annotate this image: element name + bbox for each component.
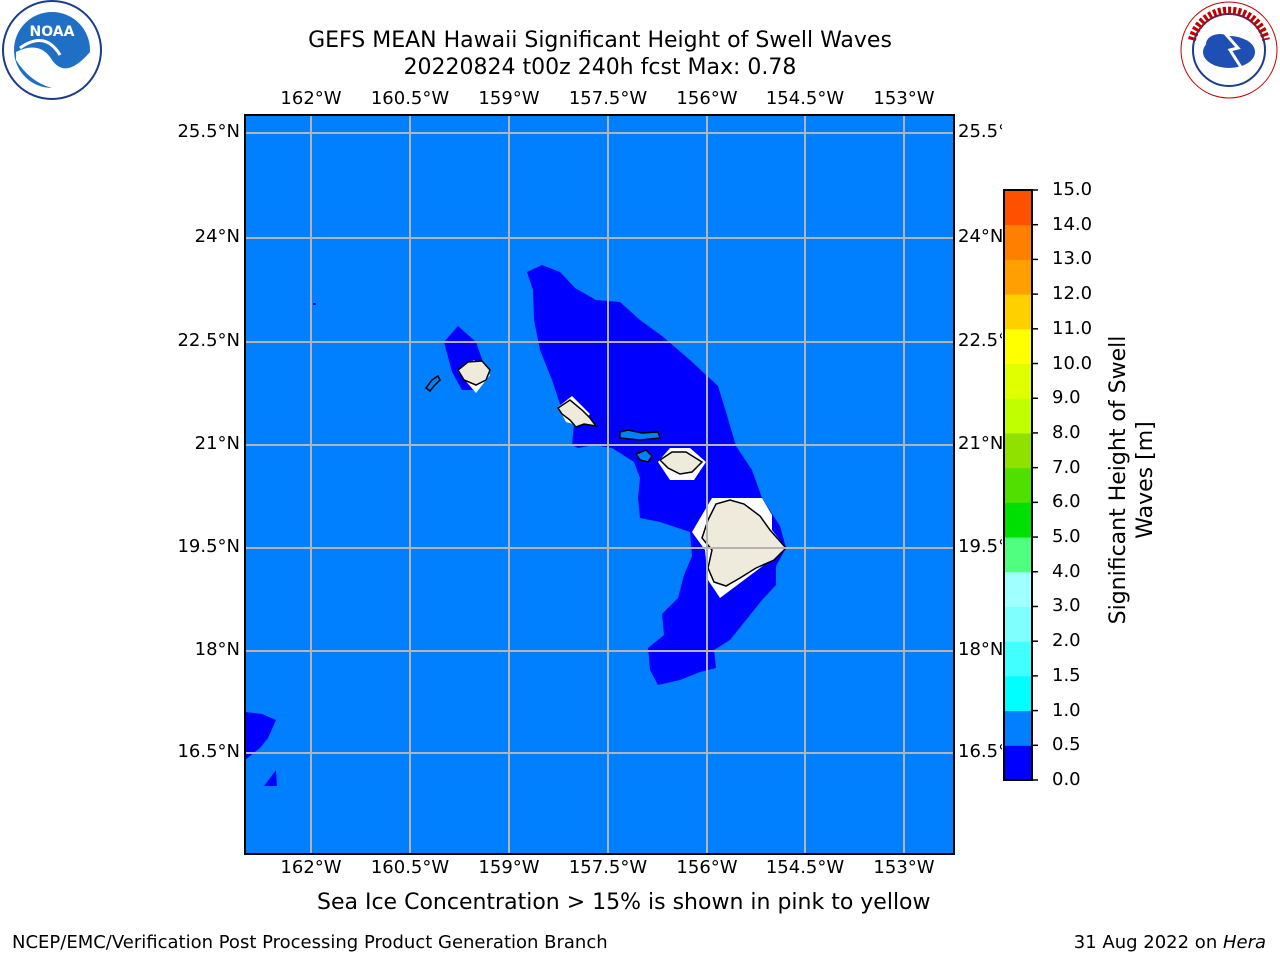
colorbar-segment bbox=[1004, 745, 1032, 781]
graticule bbox=[245, 115, 954, 854]
low-swell-sw-1 bbox=[245, 712, 276, 760]
colorbar-tick-label: 15.0 bbox=[1052, 179, 1093, 200]
colorbar-segment bbox=[1004, 398, 1032, 434]
colorbar-tick-label: 6.0 bbox=[1052, 491, 1081, 513]
colorbar-tick-label: 0.0 bbox=[1052, 769, 1081, 790]
lon-label-bottom: 159°W bbox=[478, 857, 540, 878]
lon-label-top: 162°W bbox=[280, 88, 342, 109]
lat-label-right: 19.5°N bbox=[958, 536, 1002, 557]
footer-branch: NCEP/EMC/Verification Post Processing Pr… bbox=[12, 932, 608, 953]
colorbar-segment bbox=[1004, 675, 1032, 712]
chart-title-line1: GEFS MEAN Hawaii Significant Height of S… bbox=[308, 28, 892, 53]
colorbar-segment bbox=[1004, 467, 1032, 503]
colorbar-segment bbox=[1004, 710, 1032, 746]
colorbar-tick-label: 0.5 bbox=[1052, 734, 1081, 756]
island-lanai bbox=[634, 449, 653, 463]
lat-label-left: 21°N bbox=[194, 433, 240, 454]
lat-label-right: 18°N bbox=[958, 639, 1002, 660]
lon-label-bottom: 153°W bbox=[873, 857, 935, 878]
colorbar-segment bbox=[1004, 363, 1032, 399]
island-maui bbox=[658, 451, 704, 475]
colorbar-title: Significant Height of Swell Waves [m] bbox=[1104, 310, 1160, 650]
map-plot bbox=[244, 114, 955, 855]
lat-label-left: 18°N bbox=[194, 639, 240, 660]
lat-label-left: 16.5°N bbox=[177, 741, 240, 762]
colorbar-tick-label: 10.0 bbox=[1052, 352, 1093, 374]
footer-date-text: 31 Aug 2022 on bbox=[1073, 932, 1223, 953]
colorbar-tick-label: 1.5 bbox=[1052, 664, 1081, 686]
colorbar-tick-label: 8.0 bbox=[1052, 421, 1081, 443]
lat-label-right: 22.5°N bbox=[958, 330, 1002, 351]
lon-label-top: 153°W bbox=[873, 88, 935, 109]
lat-label-left: 19.5°N bbox=[177, 536, 240, 557]
low-swell-dot bbox=[313, 303, 316, 305]
low-swell-sw-2 bbox=[264, 770, 277, 786]
colorbar-segment bbox=[1004, 571, 1032, 607]
colorbar-tick-label: 1.0 bbox=[1052, 699, 1081, 721]
lon-label-bottom: 162°W bbox=[280, 857, 342, 878]
colorbar-segment bbox=[1004, 328, 1032, 365]
footer-host: Hera bbox=[1222, 932, 1266, 953]
lon-label-bottom: 157.5°W bbox=[568, 857, 648, 878]
colorbar-frame bbox=[1003, 189, 1033, 781]
colorbar-segment bbox=[1004, 606, 1032, 642]
colorbar-tick-labels: 0.0 0.5 1.0 1.5 2.0 3.0 4.0 5.0 6.0 7.0 8.0 9.0 10.0… bbox=[1052, 0, 1112, 960]
colorbar-tick-label: 11.0 bbox=[1052, 317, 1093, 339]
colorbar-tick-label: 2.0 bbox=[1052, 630, 1081, 652]
colorbar-segment bbox=[1004, 294, 1032, 330]
colorbar-tick-label: 13.0 bbox=[1052, 248, 1093, 270]
colorbar-segment bbox=[1004, 641, 1032, 677]
lon-label-bottom: 154.5°W bbox=[765, 857, 845, 878]
lat-label-right: 25.5°N bbox=[958, 121, 1002, 142]
colorbar-tick-label: 12.0 bbox=[1052, 283, 1093, 305]
noaa-logo: NOAA bbox=[0, 0, 104, 100]
colorbar-segment bbox=[1004, 537, 1032, 573]
island-molokai bbox=[619, 429, 662, 441]
lat-label-left: 24°N bbox=[194, 226, 240, 247]
island-hawaii bbox=[701, 499, 788, 587]
colorbar-segment bbox=[1004, 259, 1032, 295]
lat-label-left: 22.5°N bbox=[177, 330, 240, 351]
colorbar-segment bbox=[1004, 224, 1032, 260]
lat-label-right: 16.5°N bbox=[958, 741, 1002, 762]
sea-ice-note: Sea Ice Concentration > 15% is shown in … bbox=[317, 890, 931, 915]
lat-label-right: 24°N bbox=[958, 226, 1002, 247]
island-oahu bbox=[556, 399, 598, 428]
lon-label-top: 159°W bbox=[478, 88, 540, 109]
colorbar-tick-label: 7.0 bbox=[1052, 456, 1081, 478]
right-lat-labels: 25.5°N 24°N 22.5°N 21°N 19.5°N 18°N 16.5… bbox=[958, 110, 1002, 790]
colorbar-segment bbox=[1004, 432, 1032, 469]
footer-date: 31 Aug 2022 on Hera bbox=[1074, 932, 1266, 953]
lon-label-top: 160.5°W bbox=[370, 88, 450, 109]
lon-label-bottom: 156°W bbox=[676, 857, 738, 878]
colorbar-tick-label: 9.0 bbox=[1052, 387, 1081, 409]
map-frame bbox=[244, 114, 955, 855]
ocean bbox=[245, 115, 954, 854]
colorbar bbox=[1003, 189, 1038, 781]
lon-label-top: 154.5°W bbox=[765, 88, 845, 109]
lat-label-right: 21°N bbox=[958, 433, 1002, 454]
island-niihau bbox=[424, 374, 441, 393]
colorbar-tick-label: 4.0 bbox=[1052, 560, 1081, 582]
lon-label-top: 156°W bbox=[676, 88, 738, 109]
colorbar-segment bbox=[1004, 190, 1032, 226]
lon-label-bottom: 160.5°W bbox=[370, 857, 450, 878]
noaa-logo-text: NOAA bbox=[30, 24, 75, 40]
colorbar-tick-label: 14.0 bbox=[1052, 213, 1093, 235]
colorbar-tick-label: 3.0 bbox=[1052, 595, 1081, 617]
nws-logo bbox=[1178, 0, 1280, 100]
colorbar-tick-label: 5.0 bbox=[1052, 526, 1081, 548]
colorbar-segment bbox=[1004, 502, 1032, 538]
island-kauai bbox=[457, 360, 491, 386]
lat-label-left: 25.5°N bbox=[177, 121, 240, 142]
chart-title-line2: 20220824 t00z 240h fcst Max: 0.78 bbox=[403, 55, 797, 80]
lon-label-top: 157.5°W bbox=[568, 88, 648, 109]
colorbar-title-text: Significant Height of Swell Waves [m] bbox=[1106, 335, 1158, 625]
